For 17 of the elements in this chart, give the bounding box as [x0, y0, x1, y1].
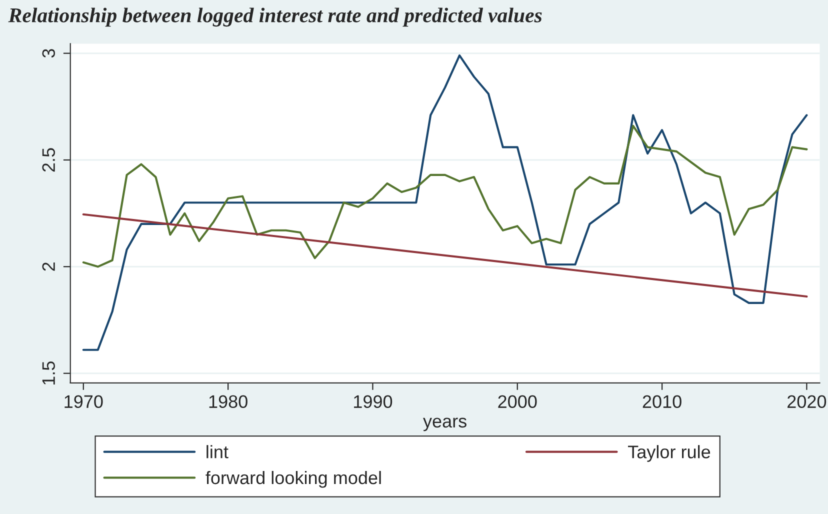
- x-tick-label: 1990: [354, 395, 392, 408]
- legend-label: lint: [206, 445, 228, 458]
- y-tick-label: 1.5: [42, 362, 56, 384]
- x-tick-label: 1980: [209, 395, 248, 408]
- line-series: [82, 54, 808, 351]
- x-tick-label: 2000: [498, 395, 537, 408]
- x-tick-label: 2020: [788, 395, 826, 408]
- x-tick-label: 2010: [642, 395, 682, 408]
- x-tick-label: 1970: [64, 395, 103, 408]
- y-tick-label: 2: [42, 262, 55, 271]
- y-tick-label: 3: [42, 49, 56, 58]
- line-series: [82, 124, 808, 268]
- legend-label: forward looking model: [206, 470, 381, 488]
- legend-label: Taylor rule: [628, 445, 710, 462]
- chart-title: Relationship between logged interest rate and predicted values: [8, 8, 542, 27]
- y-tick-label: 2.5: [42, 148, 56, 172]
- x-axis-title: years: [423, 418, 466, 432]
